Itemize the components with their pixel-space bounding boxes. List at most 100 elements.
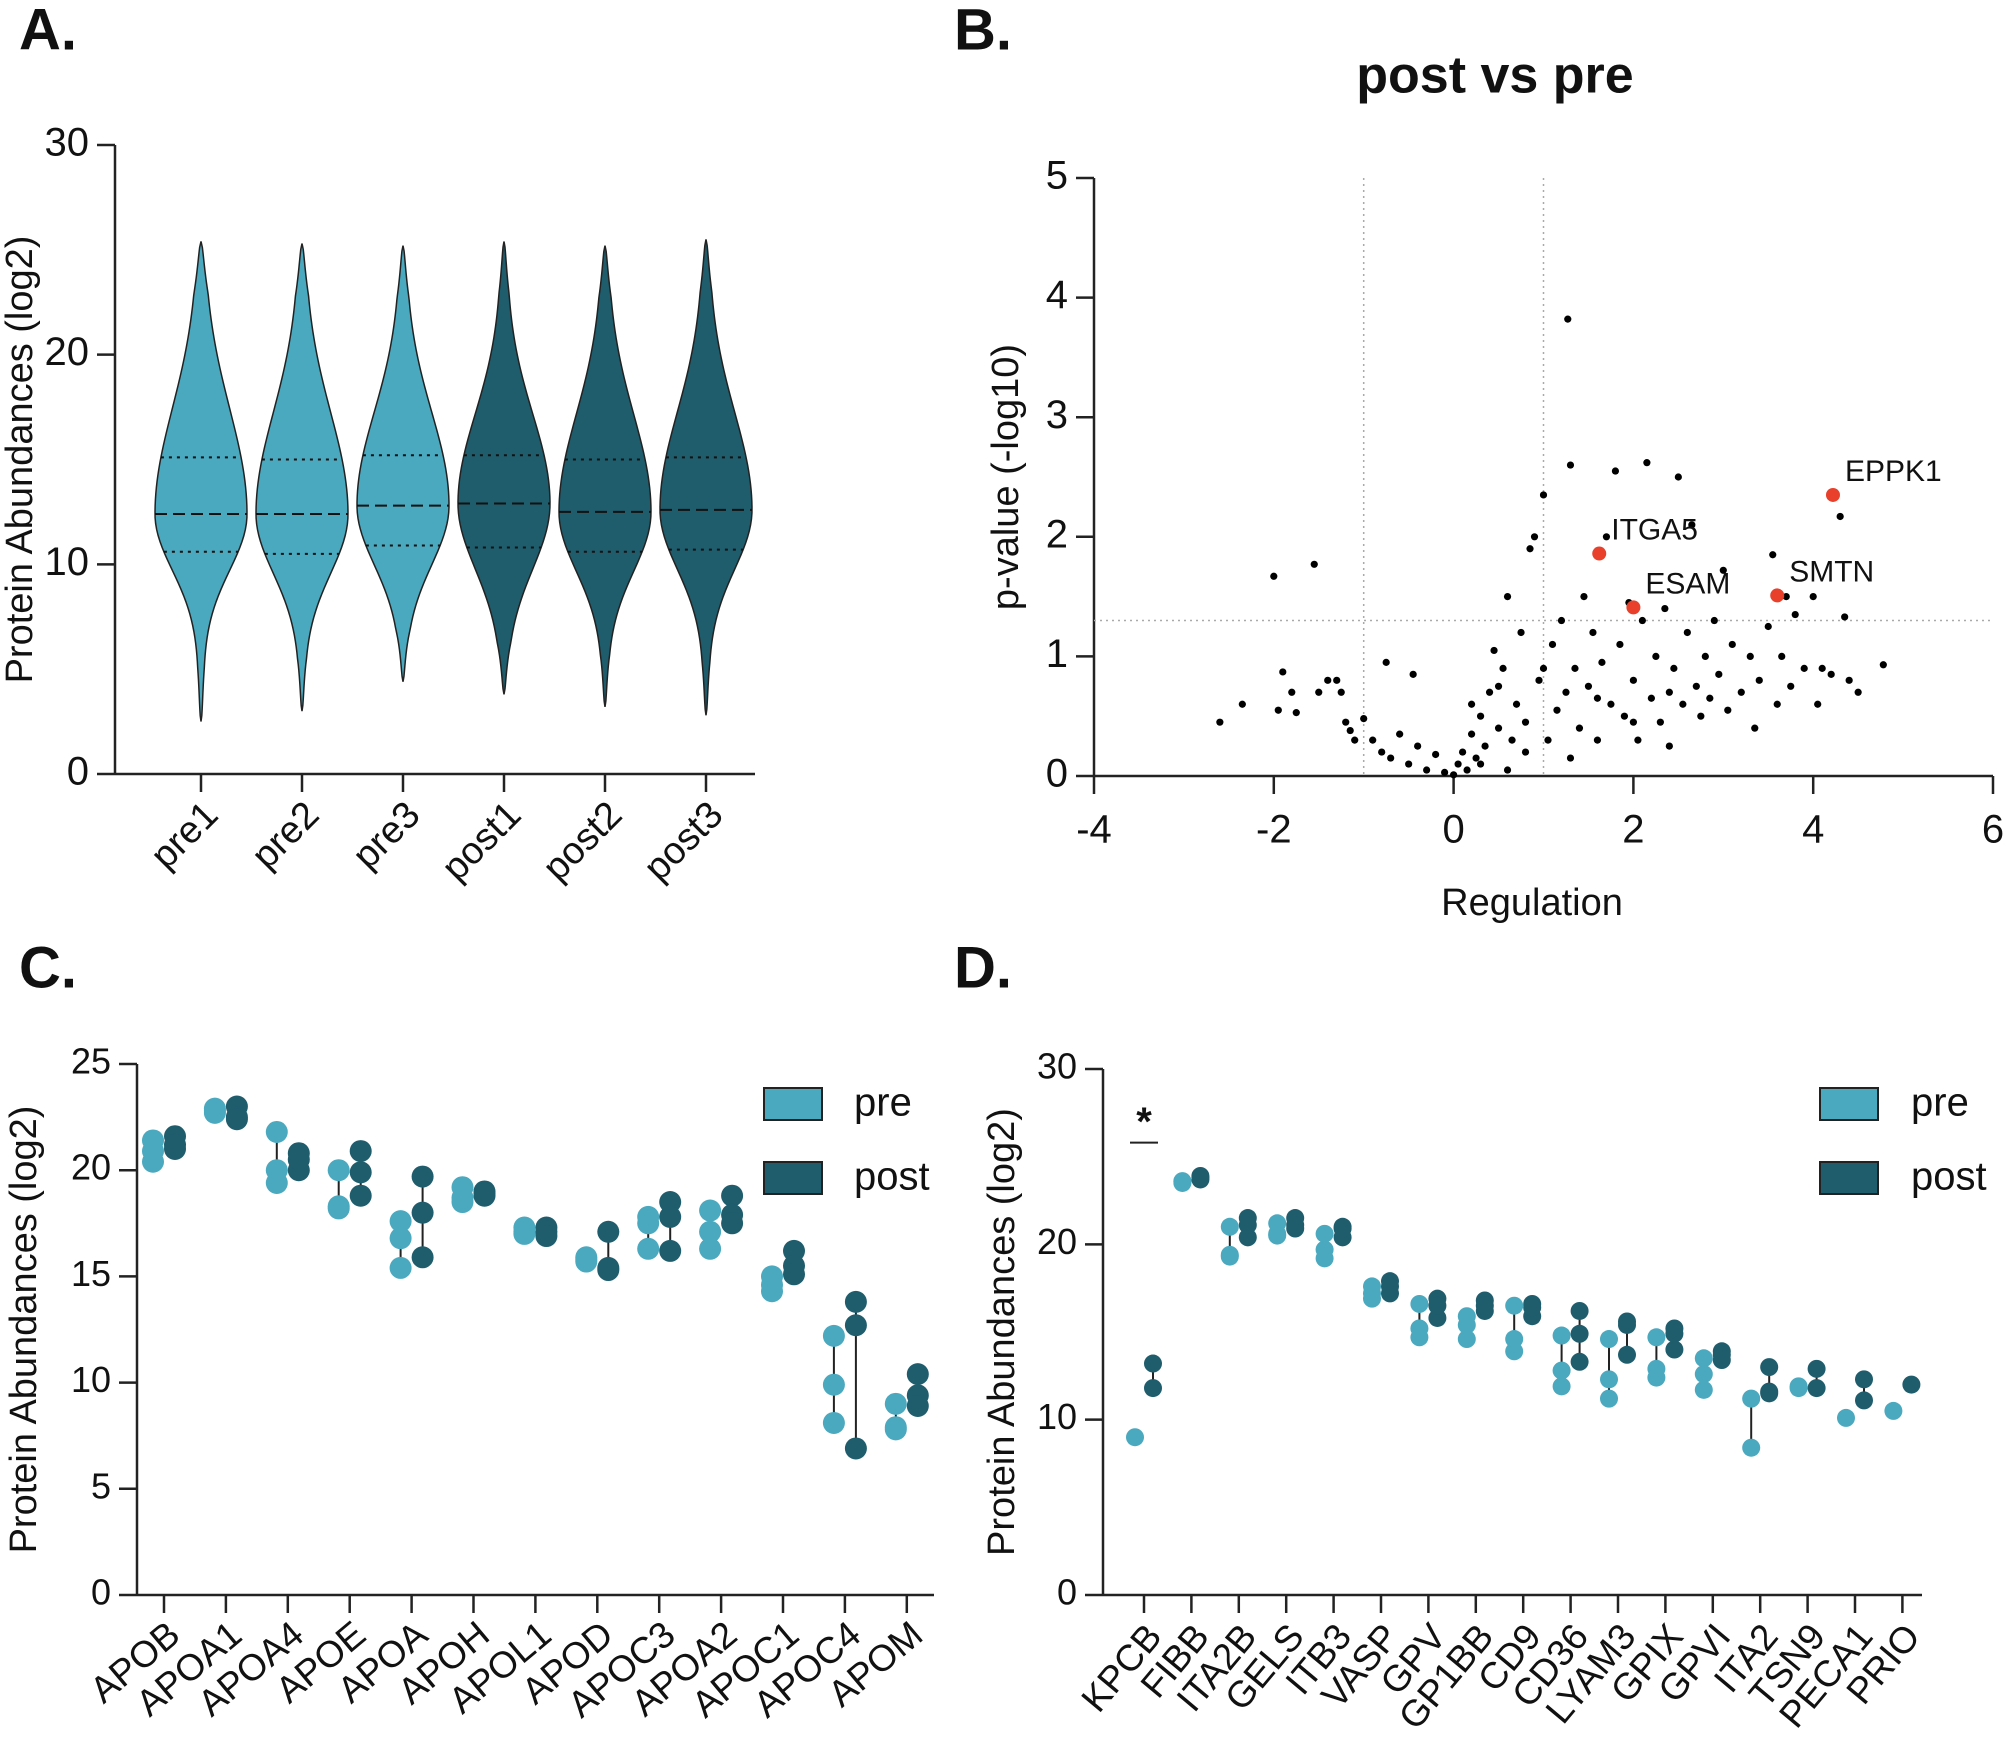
point [1770, 588, 1785, 603]
dot [1173, 1172, 1192, 1191]
point [1719, 566, 1727, 574]
point [1432, 750, 1440, 759]
dot [1600, 1389, 1618, 1408]
point [1292, 709, 1300, 717]
dot [1144, 1379, 1162, 1398]
point [1382, 658, 1390, 666]
dot [411, 1246, 434, 1269]
dot [265, 1120, 288, 1143]
y-tick-label: 25 [71, 1041, 111, 1082]
x-tick-label: 0 [1442, 808, 1464, 852]
dot [1286, 1216, 1305, 1235]
point [1481, 742, 1489, 750]
x-tick-label: pre2 [244, 794, 327, 877]
violin [356, 245, 450, 682]
dot [1410, 1294, 1429, 1313]
point [1238, 700, 1246, 708]
dot [822, 1324, 845, 1347]
dot [287, 1148, 310, 1171]
dot [721, 1212, 744, 1235]
point [1566, 754, 1575, 762]
dot [1144, 1354, 1162, 1373]
point-label: ESAM [1645, 567, 1730, 600]
y-tick-label: 0 [1046, 752, 1068, 796]
point [1494, 682, 1503, 690]
point [1508, 736, 1516, 744]
violin [558, 245, 652, 708]
point [1755, 676, 1763, 684]
point [1602, 533, 1611, 541]
legend-swatch [1819, 1087, 1879, 1121]
point [1539, 664, 1548, 672]
point [1342, 718, 1350, 726]
dot [884, 1418, 907, 1441]
chart-title: post vs pre [1356, 47, 1633, 105]
point [1369, 736, 1377, 744]
dot [1552, 1326, 1571, 1345]
point [1274, 706, 1282, 714]
point [1879, 661, 1887, 669]
y-tick-label: 3 [1046, 393, 1068, 437]
dot [699, 1220, 722, 1243]
significance-label: * [1136, 1100, 1152, 1144]
dot [203, 1099, 226, 1122]
point [1782, 593, 1790, 601]
point [1279, 668, 1287, 676]
dot [822, 1411, 845, 1434]
point [1688, 521, 1696, 529]
point [1517, 628, 1525, 637]
x-axis-label: Regulation [1441, 882, 1623, 924]
dot [411, 1201, 434, 1224]
point [1378, 748, 1386, 756]
point [1270, 572, 1278, 580]
point [1566, 461, 1575, 469]
legend-label: pre [854, 1081, 912, 1125]
point [1598, 658, 1606, 666]
dot [1647, 1368, 1666, 1387]
dot [1807, 1379, 1826, 1398]
point [1467, 700, 1476, 708]
point [1592, 546, 1607, 561]
dot [1428, 1296, 1447, 1315]
dot [1647, 1328, 1666, 1347]
dot [1694, 1349, 1713, 1368]
point [1697, 712, 1705, 720]
point [1216, 718, 1224, 726]
point [1512, 700, 1521, 708]
y-tick-label: 2 [1046, 512, 1068, 556]
point [1827, 670, 1835, 678]
y-tick-label: 0 [1057, 1572, 1077, 1613]
panel-letter: B. [954, 0, 1012, 62]
dot [327, 1197, 350, 1220]
point [1737, 688, 1745, 696]
dot [1126, 1428, 1144, 1447]
dot [1855, 1370, 1873, 1389]
point [1310, 560, 1318, 568]
y-tick-label: 20 [71, 1147, 111, 1188]
point [1593, 736, 1602, 744]
x-tick-label: post3 [636, 794, 731, 889]
dot [1220, 1217, 1239, 1236]
point [1764, 622, 1772, 631]
point [1315, 688, 1323, 696]
dot [1505, 1342, 1524, 1361]
dot [597, 1259, 620, 1282]
point [1647, 694, 1655, 702]
dot [906, 1394, 929, 1417]
point [1665, 742, 1673, 750]
dot [389, 1210, 412, 1233]
point [1589, 628, 1597, 637]
dot [1742, 1438, 1761, 1457]
dot [473, 1182, 496, 1205]
dot [699, 1199, 722, 1222]
point [1656, 718, 1664, 726]
point [1611, 467, 1620, 475]
legend-swatch [763, 1087, 823, 1121]
point [1463, 766, 1471, 774]
point [1454, 760, 1462, 768]
point [1521, 718, 1530, 726]
point [1692, 682, 1700, 690]
point [1809, 593, 1817, 601]
y-axis-label: p-value (-log10) [985, 344, 1027, 610]
